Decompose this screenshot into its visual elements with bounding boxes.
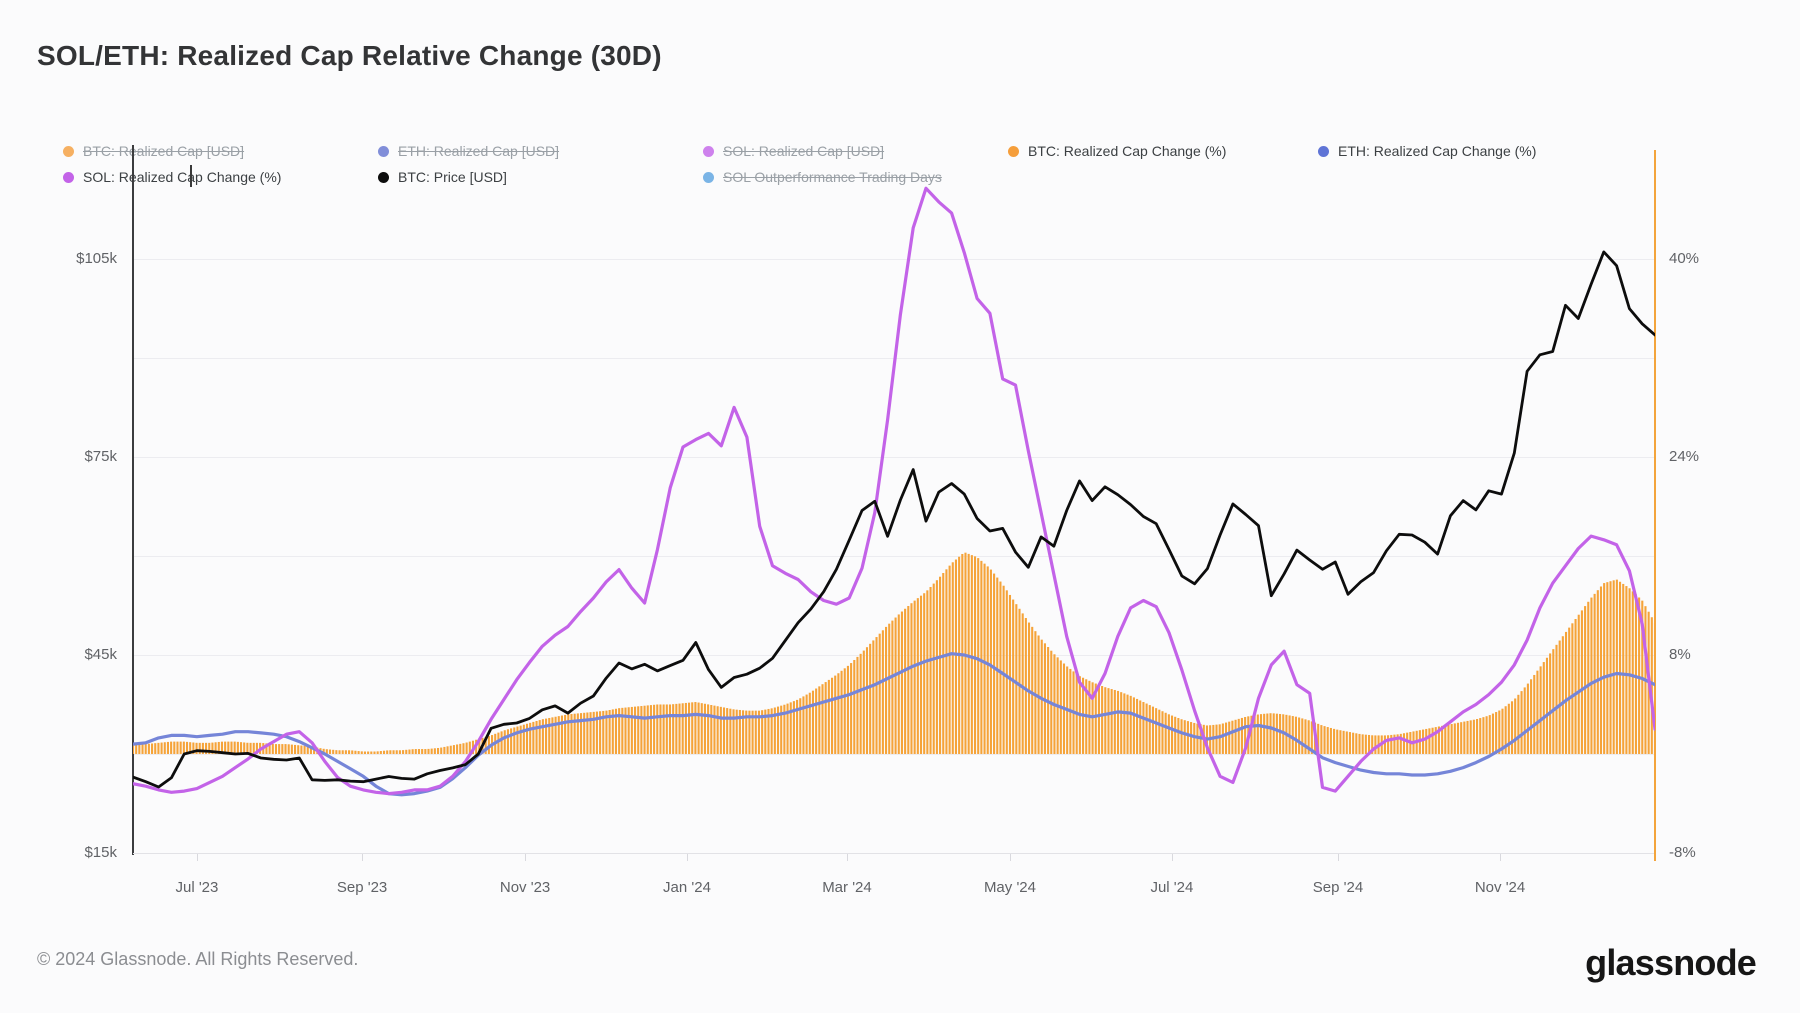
copyright-text: © 2024 Glassnode. All Rights Reserved. [37, 949, 359, 969]
x-tick-mark [1500, 854, 1502, 861]
plot-canvas[interactable] [133, 145, 1655, 853]
legend-dot-icon [63, 171, 74, 183]
gridline [133, 753, 1655, 755]
legend-item-label: BTC: Realized Cap [USD] [83, 143, 245, 159]
text-cursor [190, 165, 192, 187]
series-btc-price-usd [133, 250, 1655, 789]
x-tick-mark [687, 854, 688, 861]
legend-item-sol-realized-cap-usd[interactable]: SOL: Realized Cap [USD] [703, 140, 884, 162]
legend-item-label: BTC: Price [USD] [398, 169, 507, 185]
y-right-tick-label: 24% [1669, 447, 1700, 465]
glassnode-logo: glassnode [1585, 942, 1757, 983]
x-axis-line [133, 853, 1655, 854]
x-tick-mark [1171, 854, 1173, 861]
gridline [133, 456, 1655, 458]
x-tick-mark [362, 854, 364, 861]
y-right-tick-label: 40% [1669, 249, 1700, 267]
y-right-tick-label: 8% [1669, 645, 1691, 663]
legend-item-label: ETH: Realized Cap [USD] [398, 143, 560, 159]
legend-item-label: ETH: Realized Cap Change (%) [1338, 143, 1537, 159]
y-left-tick-label: $75k [84, 448, 117, 466]
legend-dot-icon [703, 171, 714, 183]
x-tick-label: Sep '23 [336, 879, 388, 896]
gridline [133, 654, 1655, 656]
y-axis-line [132, 145, 134, 855]
page-title: SOL/ETH: Realized Cap Relative Change (3… [37, 40, 662, 71]
legend-item-btc-price-usd[interactable]: BTC: Price [USD] [378, 166, 507, 188]
series-btc-realized-cap-change-bars [133, 552, 1655, 754]
x-tick-label: Mar '24 [822, 879, 872, 896]
legend-item-sol-outperformance-trading-days[interactable]: SOL Outperformance Trading Days [703, 166, 942, 188]
x-tick-label: Nov '24 [1474, 879, 1526, 896]
legend-item-btc-realized-cap-usd[interactable]: BTC: Realized Cap [USD] [63, 140, 244, 162]
y-right-tick-label: -8% [1669, 844, 1696, 861]
x-tick-label: May '24 [983, 879, 1036, 896]
legend-dot-icon [1008, 145, 1019, 157]
x-tick-label: Nov '23 [499, 879, 551, 896]
legend-item-label: SOL Outperformance Trading Days [723, 169, 942, 185]
legend-dot-icon [378, 171, 389, 183]
legend-item-label: BTC: Realized Cap Change (%) [1028, 143, 1227, 159]
legend-item-eth-realized-cap-change[interactable]: ETH: Realized Cap Change (%) [1318, 140, 1536, 162]
x-tick-label: Jul '24 [1150, 879, 1194, 896]
x-tick-mark [1009, 854, 1011, 861]
legend-dot-icon [378, 145, 389, 157]
gridline [133, 555, 1655, 557]
series-eth-realized-cap-change [133, 652, 1655, 797]
x-tick-mark [525, 854, 527, 861]
x-tick-mark [1337, 854, 1339, 861]
x-tick-label: Jan '24 [663, 879, 711, 896]
legend-item-btc-realized-cap-change[interactable]: BTC: Realized Cap Change (%) [1008, 140, 1226, 162]
y-left-tick-label: $45k [84, 646, 117, 664]
series-sol-realized-cap-change [133, 186, 1655, 796]
x-tick-label: Sep '24 [1312, 879, 1364, 896]
gridline [133, 258, 1655, 260]
live-edge-line [1654, 150, 1656, 861]
y-left-tick-label: $15k [84, 844, 117, 861]
x-tick-label: Jul '23 [175, 879, 219, 896]
x-tick-mark [846, 854, 848, 861]
x-tick-mark [196, 854, 198, 861]
legend-dot-icon [1318, 145, 1329, 157]
legend-item-label: SOL: Realized Cap [USD] [723, 143, 885, 159]
y-left-tick-label: $105k [76, 250, 117, 268]
legend-dot-icon [703, 145, 714, 157]
legend-dot-icon [63, 145, 74, 157]
legend-item-eth-realized-cap-usd[interactable]: ETH: Realized Cap [USD] [378, 140, 559, 162]
